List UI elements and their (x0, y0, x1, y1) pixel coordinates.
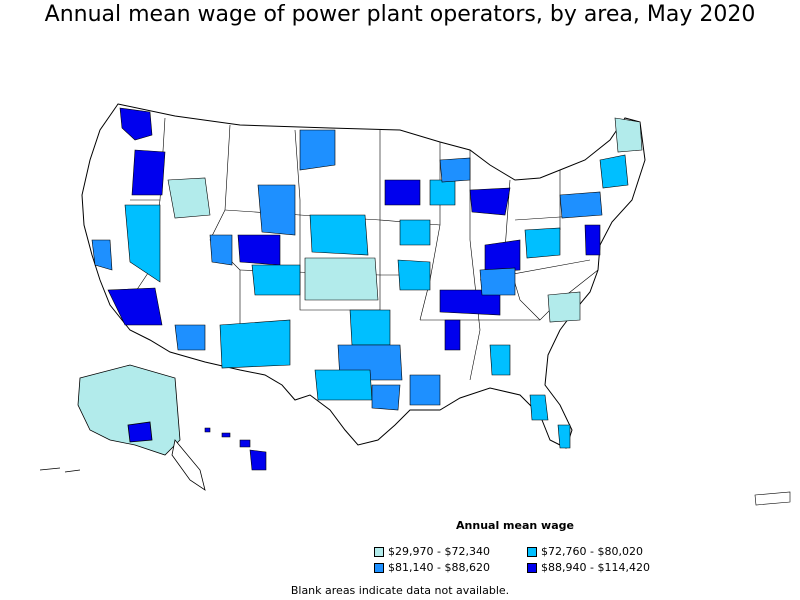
region-or (131, 149, 166, 196)
legend-item-4: $88,940 - $114,420 (527, 561, 650, 574)
region-ks (304, 257, 379, 301)
region-nm (219, 319, 291, 369)
region-mi-lower (469, 187, 511, 216)
region-ny (559, 191, 603, 219)
legend-label-1: $29,970 - $72,340 (388, 545, 490, 558)
region-co (237, 234, 281, 266)
alaska-region-anchorage (127, 421, 153, 443)
region-ia (399, 219, 431, 246)
alaska (39, 364, 206, 491)
region-wy (257, 184, 296, 236)
region-ky (479, 267, 516, 296)
region-mn (384, 179, 421, 206)
legend-swatch-4 (527, 562, 537, 573)
legend-item-2: $72,760 - $80,020 (527, 545, 643, 558)
region-va (547, 291, 581, 323)
aleutian-islands (39, 467, 81, 473)
legend-label-4: $88,940 - $114,420 (541, 561, 650, 574)
blank-areas-note: Blank areas indicate data not available. (290, 584, 510, 597)
alaska-body (77, 364, 181, 456)
region-in-oh (484, 239, 521, 273)
region-wa-west (119, 107, 153, 141)
region-ar-tn (439, 289, 501, 316)
region-mo (397, 259, 431, 291)
map-title: Annual mean wage of power plant operator… (44, 2, 756, 27)
region-ne (309, 214, 369, 256)
region-wi (429, 179, 456, 206)
legend-swatch-3 (374, 562, 384, 573)
hawaii-maui (239, 439, 251, 448)
legend-swatch-2 (527, 546, 537, 557)
region-tx-gulf (314, 369, 373, 401)
region-nj (584, 224, 601, 256)
region-mt (299, 129, 336, 171)
legend-title: Annual mean wage (456, 519, 574, 532)
legend-item-3: $81,140 - $88,620 (374, 561, 490, 574)
hawaii (204, 427, 267, 471)
region-la (409, 374, 441, 406)
region-ca-bay (91, 239, 113, 271)
region-co-south (251, 264, 301, 296)
puerto-rico (754, 491, 791, 506)
region-ut (209, 234, 233, 266)
region-mi (439, 157, 471, 183)
region-az (174, 324, 206, 351)
region-id (167, 177, 211, 219)
region-nv (124, 204, 161, 283)
legend-item-1: $29,970 - $72,340 (374, 545, 490, 558)
region-fl-south (557, 424, 571, 449)
region-me (614, 117, 643, 153)
legend-label-3: $81,140 - $88,620 (388, 561, 490, 574)
region-tx-north (349, 309, 391, 346)
legend-label-2: $72,760 - $80,020 (541, 545, 643, 558)
hawaii-oahu (221, 432, 231, 438)
region-tx-houston (371, 384, 401, 411)
alaska-panhandle (171, 439, 206, 491)
region-ga (489, 344, 511, 376)
legend-swatch-1 (374, 546, 384, 557)
region-ms (444, 319, 461, 351)
hawaii-kauai (204, 427, 211, 433)
hawaii-big-island (249, 449, 267, 471)
region-pa (524, 227, 561, 259)
region-nh-vt (599, 154, 629, 189)
region-fills (91, 107, 643, 449)
region-fl (529, 394, 549, 421)
region-ca-south (107, 287, 163, 326)
puerto-rico-body (754, 491, 791, 506)
